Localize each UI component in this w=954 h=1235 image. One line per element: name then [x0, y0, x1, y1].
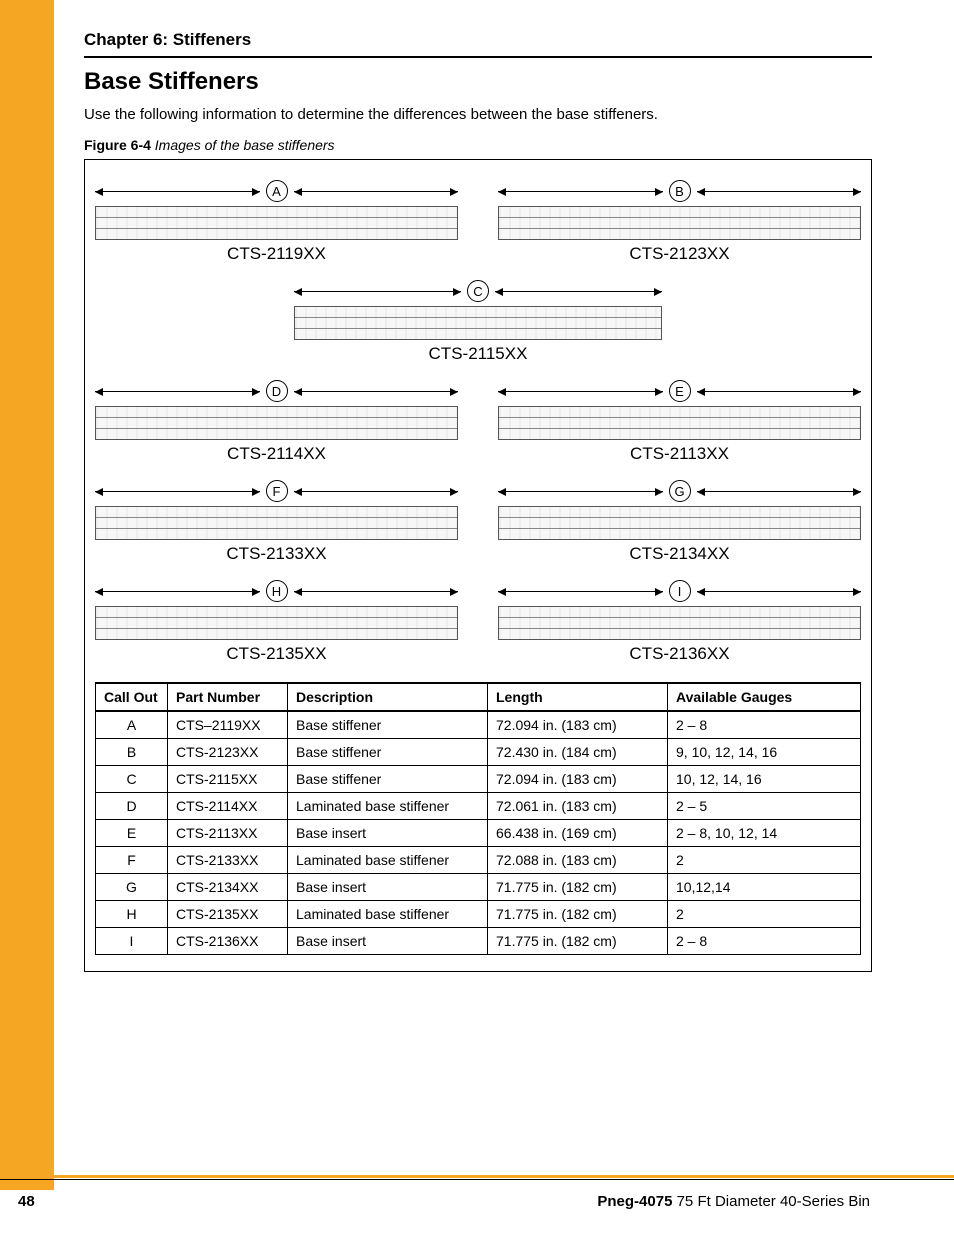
part-label-c: CTS-2115XX	[294, 344, 662, 364]
stiffener-i-img	[498, 606, 861, 640]
callout-d: D	[266, 380, 288, 402]
doc-id-desc: 75 Ft Diameter 40-Series Bin	[672, 1193, 870, 1210]
callout-i: I	[669, 580, 691, 602]
table-row: ICTS-2136XXBase insert71.775 in. (182 cm…	[96, 928, 861, 955]
callout-b: B	[669, 180, 691, 202]
diagram-a: A CTS-2119XX	[95, 174, 458, 274]
diagram-i: I CTS-2136XX	[498, 574, 861, 674]
table-row: ECTS-2113XXBase insert66.438 in. (169 cm…	[96, 820, 861, 847]
diagram-f: F CTS-2133XX	[95, 474, 458, 574]
th-length: Length	[488, 683, 668, 711]
callout-a: A	[266, 180, 288, 202]
th-callout: Call Out	[96, 683, 168, 711]
diagram-c-row: C CTS-2115XX	[95, 274, 861, 374]
diagram-h: H CTS-2135XX	[95, 574, 458, 674]
table-row: BCTS-2123XXBase stiffener72.430 in. (184…	[96, 739, 861, 766]
header-rule	[84, 56, 872, 58]
figure-caption-text: Images of the base stiffeners	[155, 137, 335, 153]
stiffener-c-img	[294, 306, 662, 340]
table-row: FCTS-2133XXLaminated base stiffener72.08…	[96, 847, 861, 874]
diagram-b: B CTS-2123XX	[498, 174, 861, 274]
callout-f: F	[266, 480, 288, 502]
document-id: Pneg-4075 75 Ft Diameter 40-Series Bin	[597, 1193, 870, 1210]
diagram-g: G CTS-2134XX	[498, 474, 861, 574]
th-desc: Description	[288, 683, 488, 711]
page-content: Chapter 6: Stiffeners Base Stiffeners Us…	[84, 30, 872, 972]
th-part: Part Number	[168, 683, 288, 711]
stiffener-b-img	[498, 206, 861, 240]
stiffener-h-img	[95, 606, 458, 640]
part-label-i: CTS-2136XX	[498, 644, 861, 664]
part-label-d: CTS-2114XX	[95, 444, 458, 464]
table-row: DCTS-2114XXLaminated base stiffener72.06…	[96, 793, 861, 820]
part-label-g: CTS-2134XX	[498, 544, 861, 564]
part-label-f: CTS-2133XX	[95, 544, 458, 564]
part-label-e: CTS-2113XX	[498, 444, 861, 464]
part-label-h: CTS-2135XX	[95, 644, 458, 664]
section-title: Base Stiffeners	[84, 68, 872, 96]
doc-id-code: Pneg-4075	[597, 1193, 672, 1210]
figure-label: Figure 6-4	[84, 137, 151, 153]
callout-e: E	[669, 380, 691, 402]
th-gauges: Available Gauges	[668, 683, 861, 711]
table-header-row: Call Out Part Number Description Length …	[96, 683, 861, 711]
table-row: ACTS–2119XXBase stiffener72.094 in. (183…	[96, 711, 861, 739]
part-label-b: CTS-2123XX	[498, 244, 861, 264]
callout-h: H	[266, 580, 288, 602]
footer-rule	[0, 1179, 954, 1180]
stiffener-f-img	[95, 506, 458, 540]
chapter-title: Chapter 6: Stiffeners	[84, 30, 872, 50]
diagram-d: D CTS-2114XX	[95, 374, 458, 474]
stiffener-e-img	[498, 406, 861, 440]
table-row: CCTS-2115XXBase stiffener72.094 in. (183…	[96, 766, 861, 793]
intro-text: Use the following information to determi…	[84, 106, 872, 123]
stiffener-g-img	[498, 506, 861, 540]
callout-c: C	[467, 280, 489, 302]
diagram-e: E CTS-2113XX	[498, 374, 861, 474]
stiffener-d-img	[95, 406, 458, 440]
page-number: 48	[18, 1193, 35, 1210]
diagram-grid: A CTS-2119XX B CTS-2123XX C CTS-2115XX D	[95, 174, 861, 674]
stiffener-table: Call Out Part Number Description Length …	[95, 682, 861, 955]
footer-rule-accent	[0, 1175, 954, 1178]
table-row: GCTS-2134XXBase insert71.775 in. (182 cm…	[96, 874, 861, 901]
figure-box: A CTS-2119XX B CTS-2123XX C CTS-2115XX D	[84, 159, 872, 972]
stiffener-a-img	[95, 206, 458, 240]
page-sidebar	[0, 0, 54, 1235]
part-label-a: CTS-2119XX	[95, 244, 458, 264]
page-footer: 48 Pneg-4075 75 Ft Diameter 40-Series Bi…	[0, 1175, 954, 1235]
table-row: HCTS-2135XXLaminated base stiffener71.77…	[96, 901, 861, 928]
callout-g: G	[669, 480, 691, 502]
figure-caption: Figure 6-4 Images of the base stiffeners	[84, 137, 872, 153]
